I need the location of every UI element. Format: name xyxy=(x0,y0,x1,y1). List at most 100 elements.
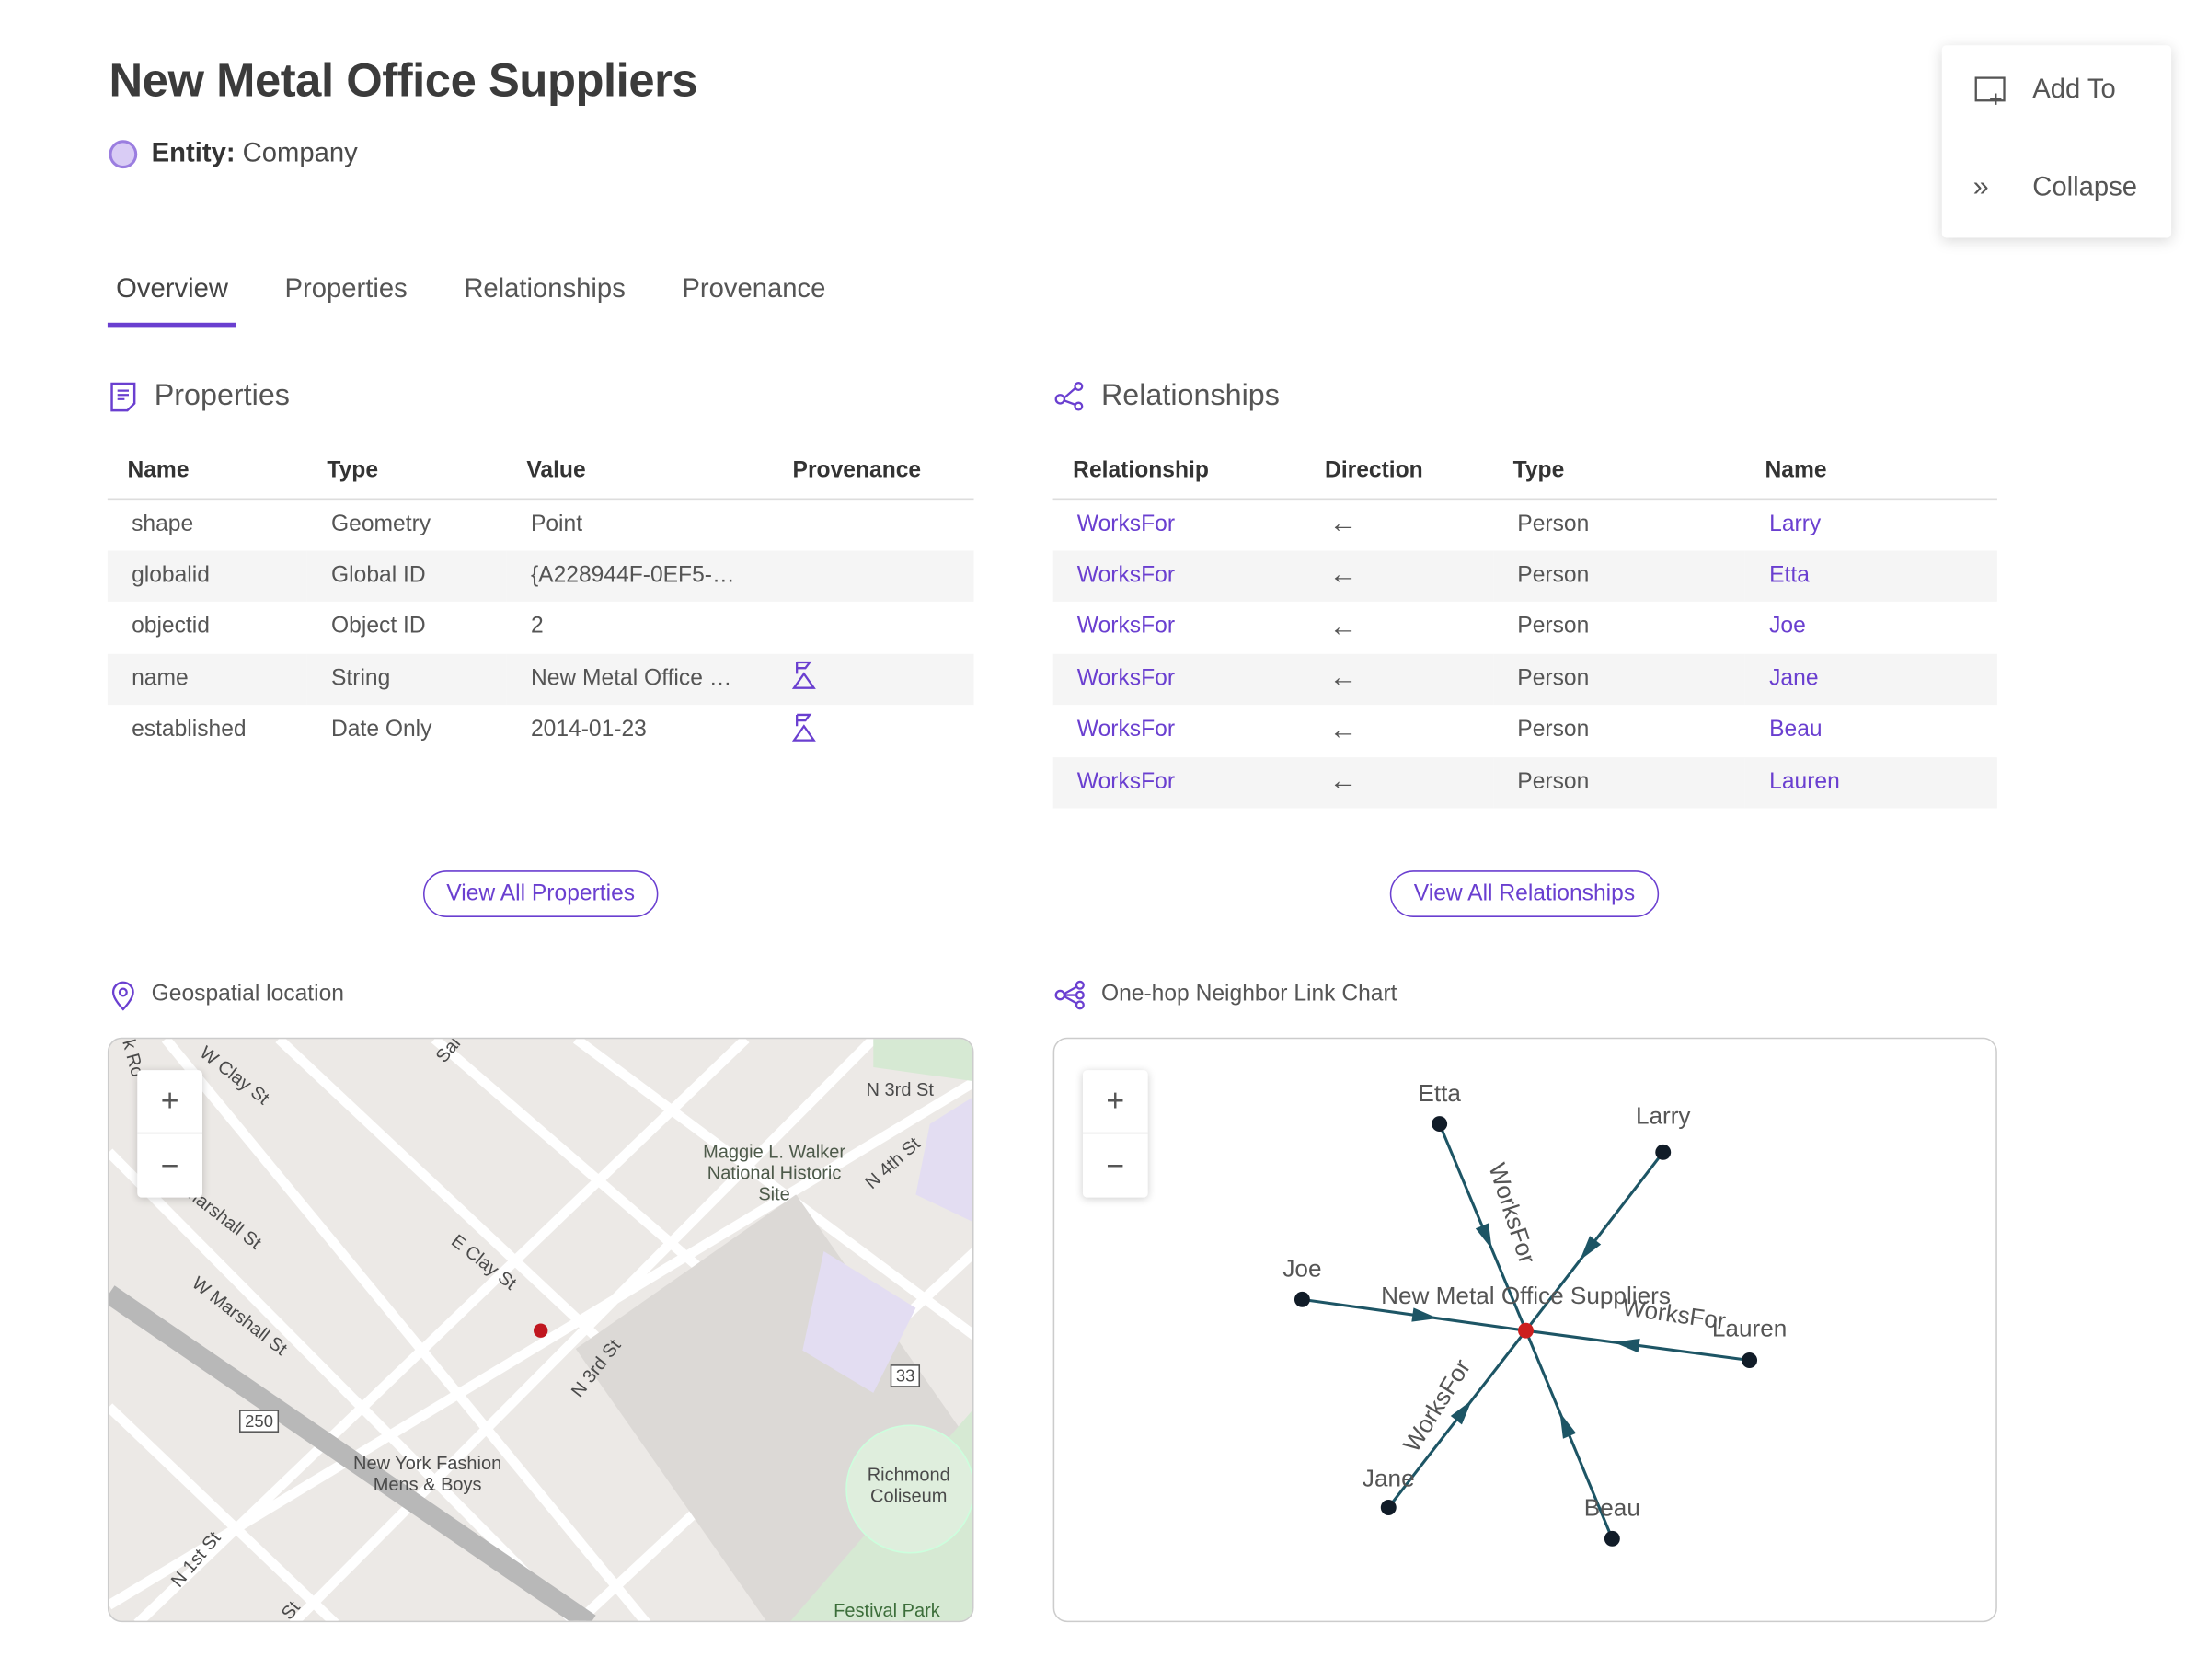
location-pin-icon xyxy=(111,981,134,1011)
property-cell: Object ID xyxy=(331,615,426,639)
property-cell: Point xyxy=(530,512,583,536)
tab-properties[interactable]: Properties xyxy=(284,274,408,305)
col-name: Name xyxy=(107,444,307,500)
relationship-link[interactable]: WorksFor xyxy=(1076,512,1176,536)
add-to-icon xyxy=(1974,76,2006,105)
entity-type: Entity: Company xyxy=(109,138,358,170)
arrowhead-icon xyxy=(1580,1236,1602,1260)
map-basemap xyxy=(109,1039,972,1621)
view-all-properties-button[interactable]: View All Properties xyxy=(423,870,659,917)
relationship-link[interactable]: WorksFor xyxy=(1052,549,1305,602)
type-cell: Person xyxy=(1493,653,1745,706)
view-all-relationships-button[interactable]: View All Relationships xyxy=(1389,870,1660,917)
provenance-icon[interactable] xyxy=(788,660,820,698)
property-cell: 2014-01-23 xyxy=(530,718,647,742)
node-label: Larry xyxy=(1636,1102,1691,1130)
map-zoom-out-button[interactable]: − xyxy=(160,1146,179,1183)
name-link[interactable]: Lauren xyxy=(1744,756,1997,809)
tab-bar: Overview Properties Relationships Proven… xyxy=(107,269,874,328)
col-value: Value xyxy=(506,444,774,500)
property-row: name String New Metal Office … xyxy=(107,653,974,706)
node-beau[interactable] xyxy=(1604,1530,1620,1547)
properties-title: Properties xyxy=(154,379,290,412)
property-cell: Global ID xyxy=(306,549,507,602)
map-zoom-in-button[interactable]: + xyxy=(137,1070,203,1134)
provenance-cell xyxy=(773,653,974,706)
add-to-button[interactable]: Add To xyxy=(1973,74,2116,108)
property-row: globalid Global ID {A228944F-0EF5-… xyxy=(107,549,974,602)
map-title: Geospatial location xyxy=(151,982,344,1007)
property-cell: Geometry xyxy=(331,512,431,536)
name-link[interactable]: Joe xyxy=(1769,615,1806,639)
col-name: Name xyxy=(1744,444,1997,500)
relationship-row: WorksFor ← Person Etta xyxy=(1052,549,1997,602)
relationship-link[interactable]: WorksFor xyxy=(1052,653,1305,706)
direction-arrow-icon: ← xyxy=(1328,714,1358,746)
link-chart-zoom-out-button[interactable]: − xyxy=(1106,1146,1125,1183)
link-chart-graph: WorksForWorksForWorksForEttaLarryJoeLaur… xyxy=(1282,1079,1787,1547)
node-etta[interactable] xyxy=(1432,1116,1448,1133)
map-label-historic-site: Maggie L. Walker National Historic Site xyxy=(703,1141,845,1205)
property-cell: globalid xyxy=(107,549,307,602)
link-chart-title: One-hop Neighbor Link Chart xyxy=(1100,982,1397,1007)
tab-relationships[interactable]: Relationships xyxy=(464,274,626,305)
property-cell: Date Only xyxy=(331,718,432,742)
col-relationship: Relationship xyxy=(1052,444,1305,500)
relationship-row: WorksFor ← Person Lauren xyxy=(1052,756,1997,809)
property-cell: 2 xyxy=(530,615,544,639)
name-link[interactable]: Larry xyxy=(1769,512,1822,536)
center-node[interactable] xyxy=(1518,1322,1534,1339)
direction-arrow-icon: ← xyxy=(1305,549,1494,602)
link-chart-heading: One-hop Neighbor Link Chart xyxy=(1053,980,1397,1011)
property-cell: {A228944F-0EF5-… xyxy=(506,549,774,602)
add-to-label: Add To xyxy=(2032,75,2116,105)
node-label: Etta xyxy=(1418,1079,1461,1107)
type-cell: Person xyxy=(1517,718,1590,742)
map-view[interactable]: Maggie L. Walker National Historic Site … xyxy=(107,1037,974,1623)
tab-overview[interactable]: Overview xyxy=(107,269,237,328)
relationship-row: WorksFor ← Person Jane xyxy=(1052,653,1997,706)
collapse-button[interactable]: » Collapse xyxy=(1973,171,2137,203)
link-chart-zoom-in-button[interactable]: + xyxy=(1082,1070,1148,1134)
type-cell: Person xyxy=(1517,512,1590,536)
node-joe[interactable] xyxy=(1294,1291,1310,1307)
entity-label: Entity: xyxy=(151,138,236,169)
name-link[interactable]: Jane xyxy=(1744,653,1997,706)
properties-table: Name Type Value Provenance shape Geometry Poi… xyxy=(107,444,974,756)
node-jane[interactable] xyxy=(1380,1500,1397,1515)
direction-arrow-icon: ← xyxy=(1328,508,1358,540)
arrowhead-icon xyxy=(1475,1223,1492,1249)
node-label: Lauren xyxy=(1712,1314,1787,1341)
map-label-street: N 3rd St xyxy=(866,1078,934,1100)
direction-arrow-icon: ← xyxy=(1328,611,1358,643)
provenance-icon[interactable] xyxy=(788,711,820,750)
map-heading: Geospatial location xyxy=(109,980,344,1011)
node-label: Beau xyxy=(1584,1494,1640,1522)
node-lauren[interactable] xyxy=(1742,1352,1758,1368)
relationship-link[interactable]: WorksFor xyxy=(1076,615,1176,639)
relationship-link[interactable]: WorksFor xyxy=(1076,718,1176,742)
name-link[interactable]: Etta xyxy=(1744,549,1997,602)
property-row: shape Geometry Point xyxy=(108,499,974,550)
property-cell: shape xyxy=(132,512,194,536)
action-panel: Add To » Collapse xyxy=(1941,45,2172,238)
chevrons-right-icon: » xyxy=(1972,171,1989,203)
name-link[interactable]: Beau xyxy=(1769,718,1823,742)
type-cell: Person xyxy=(1493,549,1745,602)
center-node-label: New Metal Office Suppliers xyxy=(1381,1282,1671,1309)
node-larry[interactable] xyxy=(1655,1144,1672,1160)
arrowhead-icon xyxy=(1450,1399,1472,1425)
link-chart[interactable]: WorksFor WorksFor WorksFor Etta Larry Joe Laur… xyxy=(1052,1037,1997,1623)
entity-color-icon xyxy=(109,140,138,169)
map-zoom-controls: + − xyxy=(137,1070,203,1198)
edge-label: WorksFor xyxy=(1397,1354,1476,1457)
direction-arrow-icon: ← xyxy=(1305,653,1494,706)
collapse-label: Collapse xyxy=(2032,171,2138,202)
tab-provenance[interactable]: Provenance xyxy=(682,274,826,305)
direction-arrow-icon: ← xyxy=(1305,756,1494,809)
relationships-icon xyxy=(1054,382,1084,411)
node-label: Joe xyxy=(1282,1255,1321,1283)
relationship-link[interactable]: WorksFor xyxy=(1052,756,1305,809)
properties-heading: Properties xyxy=(109,379,290,413)
relationship-row: WorksFor ← Person Joe xyxy=(1053,602,1997,653)
